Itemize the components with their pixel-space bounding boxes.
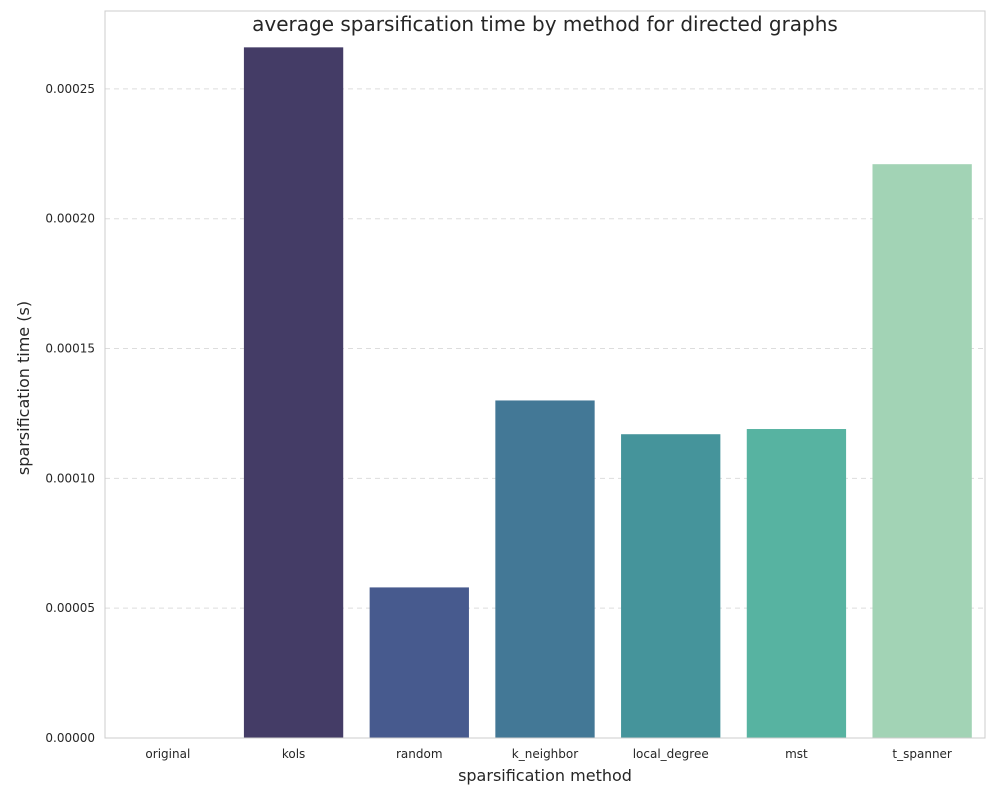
x-tick-label: kols bbox=[282, 747, 305, 761]
plot-frame bbox=[104, 10, 986, 739]
x-tick-label: k_neighbor bbox=[512, 747, 578, 761]
y-tick-label: 0.00005 bbox=[45, 601, 95, 615]
bar-mst bbox=[746, 429, 847, 738]
y-tick-label: 0.00010 bbox=[45, 471, 95, 485]
chart-title: average sparsification time by method fo… bbox=[252, 12, 838, 36]
bar-layer bbox=[243, 47, 972, 739]
bar-k-neighbor bbox=[495, 400, 595, 738]
bar-kols bbox=[243, 47, 344, 739]
x-tick-label: t_spanner bbox=[892, 747, 952, 761]
y-tick-label: 0.00025 bbox=[45, 82, 95, 96]
x-axis-label: sparsification method bbox=[458, 766, 632, 785]
y-tick-label: 0.00015 bbox=[45, 342, 95, 356]
x-tick-label: original bbox=[145, 747, 190, 761]
bar-t-spanner bbox=[872, 164, 972, 739]
x-tick-label: random bbox=[396, 747, 443, 761]
y-tick-label: 0.00000 bbox=[45, 731, 95, 745]
x-tick-label: local_degree bbox=[633, 747, 709, 761]
bar-local-degree bbox=[621, 434, 721, 738]
bar-random bbox=[369, 587, 469, 738]
tick-layer: 0.00000 0.00005 0.00010 0.00015 0.00020 0.000… bbox=[45, 82, 952, 761]
y-tick-label: 0.00020 bbox=[45, 212, 95, 226]
y-axis-label: sparsification time (s) bbox=[14, 301, 33, 475]
x-tick-label: mst bbox=[785, 747, 808, 761]
